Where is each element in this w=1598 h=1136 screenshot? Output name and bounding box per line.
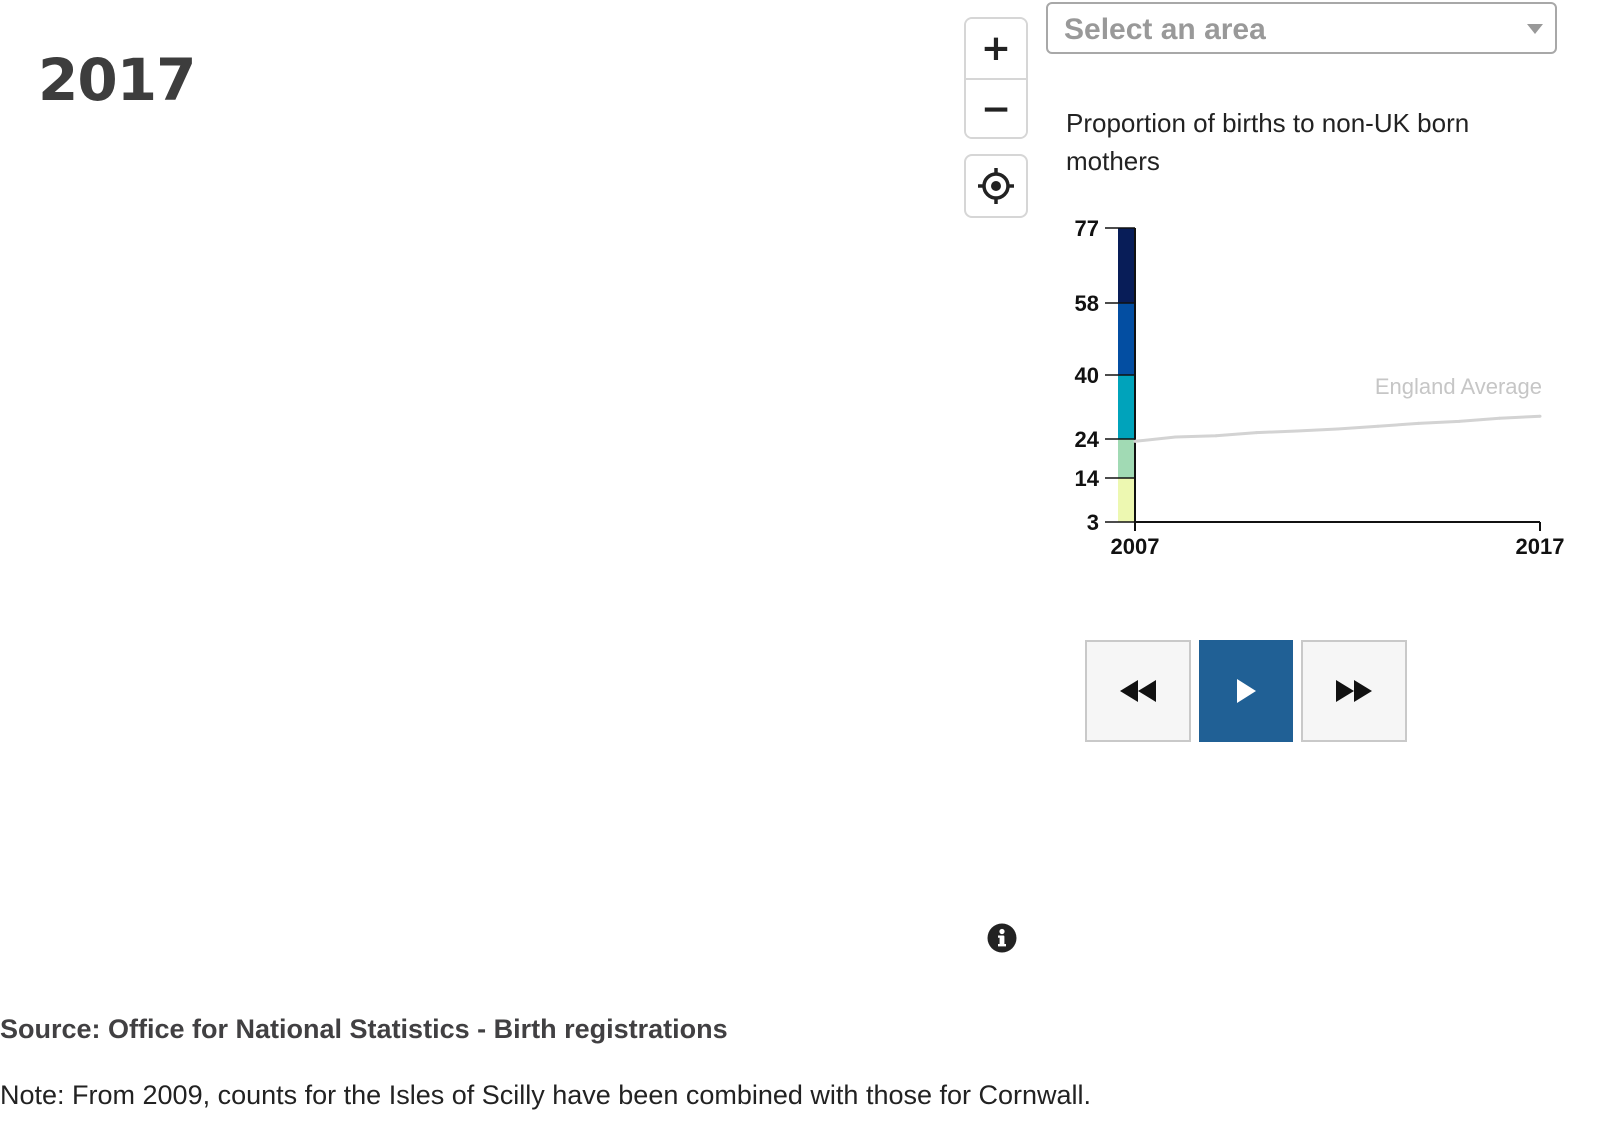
locate-crosshair-icon (978, 168, 1014, 204)
y-tick-label-77: 77 (1075, 216, 1099, 241)
note-text: Note: From 2009, counts for the Isles of… (0, 1080, 1092, 1110)
area-select-placeholder: Select an area (1064, 13, 1266, 46)
series-label-0: England Average (1375, 374, 1542, 399)
legend-band-40-58 (1118, 303, 1135, 375)
y-tick-label-58: 58 (1075, 291, 1099, 316)
chart-heading: Proportion of births to non-UK born moth… (1066, 108, 1470, 176)
zoom-in-button[interactable]: + (966, 19, 1026, 78)
rewind-icon (1120, 680, 1156, 702)
year-title: 2017 (38, 46, 196, 114)
y-tick-label-24: 24 (1075, 427, 1100, 452)
fast-forward-icon (1336, 680, 1372, 702)
series-point-0-2011 (1295, 429, 1299, 433)
locate-button[interactable] (964, 154, 1028, 218)
series-point-0-2014 (1417, 421, 1420, 425)
series-point-0-2016 (1498, 416, 1501, 420)
x-tick-label-2017: 2017 (1516, 534, 1565, 559)
y-tick-label-40: 40 (1075, 363, 1099, 388)
legend-band-3-14 (1118, 478, 1135, 522)
legend-band-58-77 (1118, 228, 1135, 303)
zoom-out-button[interactable]: − (966, 78, 1026, 137)
series-point-0-2013 (1376, 424, 1380, 428)
y-tick-label-3: 3 (1087, 510, 1099, 535)
legend-band-24-40 (1118, 375, 1135, 439)
series-point-0-2017 (1538, 414, 1542, 418)
series-point-0-2008 (1174, 435, 1177, 439)
trend-chart: 3 14 24 40 58 77 2007 2017 England Average (1075, 216, 1565, 559)
info-icon[interactable] (987, 923, 1017, 953)
series-point-0-2007 (1133, 439, 1137, 443)
chevron-down-icon (1527, 24, 1543, 34)
legend-band-14-24 (1118, 439, 1135, 478)
source-text: Source: Office for National Statistics -… (0, 1014, 728, 1044)
area-select[interactable]: Select an area (1046, 2, 1557, 54)
y-tick-label-14: 14 (1075, 466, 1100, 491)
rewind-button[interactable] (1085, 640, 1191, 742)
x-tick-label-2007: 2007 (1111, 534, 1160, 559)
series-point-0-2009 (1214, 434, 1218, 438)
play-icon (1237, 679, 1256, 703)
series-point-0-2012 (1336, 427, 1339, 431)
fast-forward-button[interactable] (1301, 640, 1407, 742)
zoom-controls: + − (964, 17, 1028, 139)
series-point-0-2010 (1255, 431, 1258, 435)
play-button[interactable] (1199, 640, 1293, 742)
series-point-0-2015 (1457, 419, 1461, 423)
